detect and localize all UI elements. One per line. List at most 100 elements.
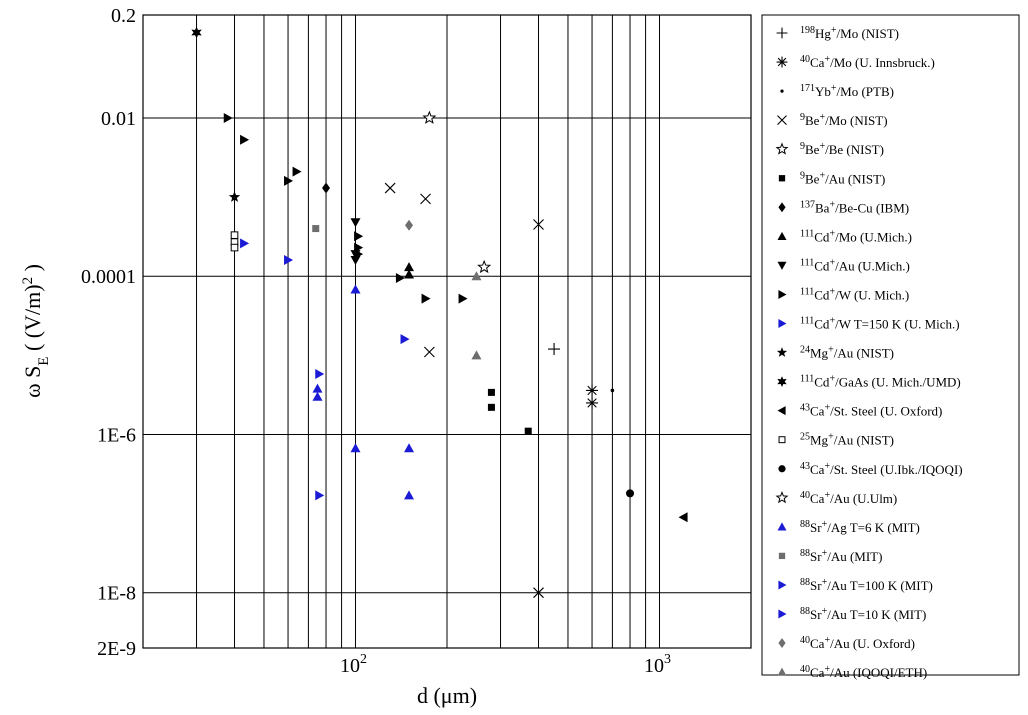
legend-marker xyxy=(777,667,787,676)
series-group xyxy=(315,490,325,501)
data-point xyxy=(626,489,635,498)
data-point xyxy=(354,249,364,260)
data-point xyxy=(421,293,431,304)
legend-item: 40Ca+/Mo (U. Innsbruck.) xyxy=(776,54,935,70)
legend-label: 88Sr+/Au (MIT) xyxy=(800,548,882,564)
legend-item: 111Cd+/Au (U.Mich.) xyxy=(777,257,910,273)
legend-item: 9Be+/Au (NIST) xyxy=(778,170,885,186)
series-group xyxy=(487,388,532,435)
legend-marker xyxy=(776,347,788,357)
series-group xyxy=(384,182,544,599)
legend-marker xyxy=(780,89,784,93)
legend-item: 9Be+/Mo (NIST) xyxy=(777,112,888,128)
legend-marker xyxy=(778,436,786,444)
data-point xyxy=(292,166,302,177)
data-points xyxy=(191,26,688,599)
legend-item: 25Mg+/Au (NIST) xyxy=(778,432,894,448)
series-group xyxy=(404,262,415,279)
legend-item: 9Be+/Be (NIST) xyxy=(775,141,884,157)
series-group xyxy=(312,284,415,500)
data-point xyxy=(404,443,415,453)
series-group xyxy=(191,26,202,39)
legend-label: 9Be+/Au (NIST) xyxy=(800,170,885,186)
legend-label: 111Cd+/Mo (U.Mich.) xyxy=(800,228,912,244)
data-point xyxy=(400,334,410,345)
legend-marker xyxy=(778,202,786,213)
legend-marker xyxy=(778,609,787,619)
legend-label: 198Hg+/Mo (NIST) xyxy=(800,25,899,41)
y-axis-label: ω SE ( (V/m)2 ) xyxy=(20,264,52,398)
legend-marker xyxy=(778,319,787,328)
series-group xyxy=(678,512,688,523)
series-group xyxy=(312,225,320,233)
legend-marker xyxy=(777,261,787,270)
data-point xyxy=(533,587,544,599)
legend-item: 40Ca+/Au (U.Ulm) xyxy=(775,490,897,506)
data-point xyxy=(487,388,495,396)
y-tick-label: 2E-9 xyxy=(97,638,136,660)
data-point xyxy=(240,134,250,145)
data-point xyxy=(384,182,396,194)
series-group xyxy=(223,112,468,304)
legend-label: 40Ca+/Au (U.Ulm) xyxy=(800,490,897,506)
legend xyxy=(761,14,1020,676)
data-point xyxy=(354,242,364,253)
data-point xyxy=(423,346,435,358)
y-tick-label: 0.2 xyxy=(111,5,136,27)
legend-marker xyxy=(778,638,786,648)
legend-label: 24Mg+/Au (NIST) xyxy=(800,345,894,361)
series-group xyxy=(230,231,239,252)
legend-marker xyxy=(775,491,789,504)
legend-marker xyxy=(777,522,787,531)
series-group xyxy=(422,110,437,124)
legend-label: 25Mg+/Au (NIST) xyxy=(800,432,894,448)
data-point xyxy=(312,383,323,393)
legend-item: 137Ba+/Be-Cu (IBM) xyxy=(778,199,909,215)
legend-label: 9Be+/Mo (NIST) xyxy=(800,112,888,128)
y-tick-labels: 0.2 0.01 0.0001 1E-6 1E-8 2E-9 xyxy=(81,5,136,660)
data-point xyxy=(284,255,294,266)
data-point xyxy=(404,262,415,272)
series-group xyxy=(548,343,561,356)
data-point xyxy=(350,218,361,228)
data-point xyxy=(422,110,437,124)
legend-items: 198Hg+/Mo (NIST) 40Ca+/Mo (U. Innsbruck.)… xyxy=(775,25,963,680)
data-point xyxy=(471,350,482,360)
series-group xyxy=(228,191,241,202)
legend-item: 88Sr+/Au (MIT) xyxy=(778,548,882,564)
data-point xyxy=(350,443,361,453)
y-tick-label: 0.0001 xyxy=(81,266,136,288)
legend-label: 43Ca+/St. Steel (U. Oxford) xyxy=(800,403,942,419)
data-point xyxy=(350,284,361,294)
legend-label: 88Sr+/Au T=10 K (MIT) xyxy=(800,606,926,622)
legend-label: 40Ca+/Mo (U. Innsbruck.) xyxy=(800,54,935,70)
data-point xyxy=(678,512,688,523)
legend-item: 40Ca+/Au (U. Oxford) xyxy=(778,635,915,651)
data-point xyxy=(548,343,561,356)
legend-marker xyxy=(777,231,787,240)
legend-marker xyxy=(778,465,786,473)
data-point xyxy=(487,403,495,411)
data-point xyxy=(533,219,544,230)
data-point xyxy=(610,388,615,393)
legend-label: 111Cd+/W T=150 K (U. Mich.) xyxy=(800,316,960,332)
series-group xyxy=(610,388,615,393)
legend-label: 137Ba+/Be-Cu (IBM) xyxy=(800,199,909,215)
data-point xyxy=(524,427,532,435)
legend-item: 88Sr+/Au T=10 K (MIT) xyxy=(778,606,926,622)
legend-marker xyxy=(777,115,787,126)
data-point xyxy=(405,219,414,231)
data-point xyxy=(477,259,492,274)
legend-item: 43Ca+/St. Steel (U. Oxford) xyxy=(777,403,942,419)
y-tick-label: 1E-8 xyxy=(97,583,136,605)
legend-label: 40Ca+/Au (U. Oxford) xyxy=(800,635,915,651)
data-point xyxy=(223,112,233,123)
data-point xyxy=(354,231,364,242)
legend-item: 88Sr+/Au T=100 K (MIT) xyxy=(778,577,933,593)
x-tick-label: 102 xyxy=(340,652,367,677)
legend-marker xyxy=(778,289,787,299)
series-group xyxy=(405,219,414,231)
legend-label: 88Sr+/Au T=100 K (MIT) xyxy=(800,577,933,593)
legend-marker xyxy=(777,376,787,387)
data-point xyxy=(312,391,323,401)
